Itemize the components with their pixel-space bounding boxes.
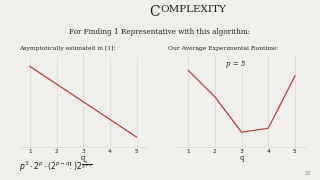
X-axis label: q: q [239, 154, 244, 163]
Text: OMPLEXITY: OMPLEXITY [160, 4, 226, 14]
Text: Our Average Experimental Runtime:: Our Average Experimental Runtime: [168, 46, 278, 51]
Text: For Finding 1 Representative with this algorithm:: For Finding 1 Representative with this a… [69, 28, 251, 36]
Text: Asymptotically estimated in [1]:: Asymptotically estimated in [1]: [19, 46, 116, 51]
X-axis label: q: q [81, 154, 85, 163]
Text: C: C [149, 4, 160, 19]
Text: p = 5: p = 5 [226, 60, 246, 68]
Text: 20: 20 [304, 171, 310, 176]
Text: $p^3 \cdot 2^p \cdot (2^{p-q}!)2^{\frac{n}{2^{p-q}}}$: $p^3 \cdot 2^p \cdot (2^{p-q}!)2^{\frac{… [19, 159, 92, 174]
